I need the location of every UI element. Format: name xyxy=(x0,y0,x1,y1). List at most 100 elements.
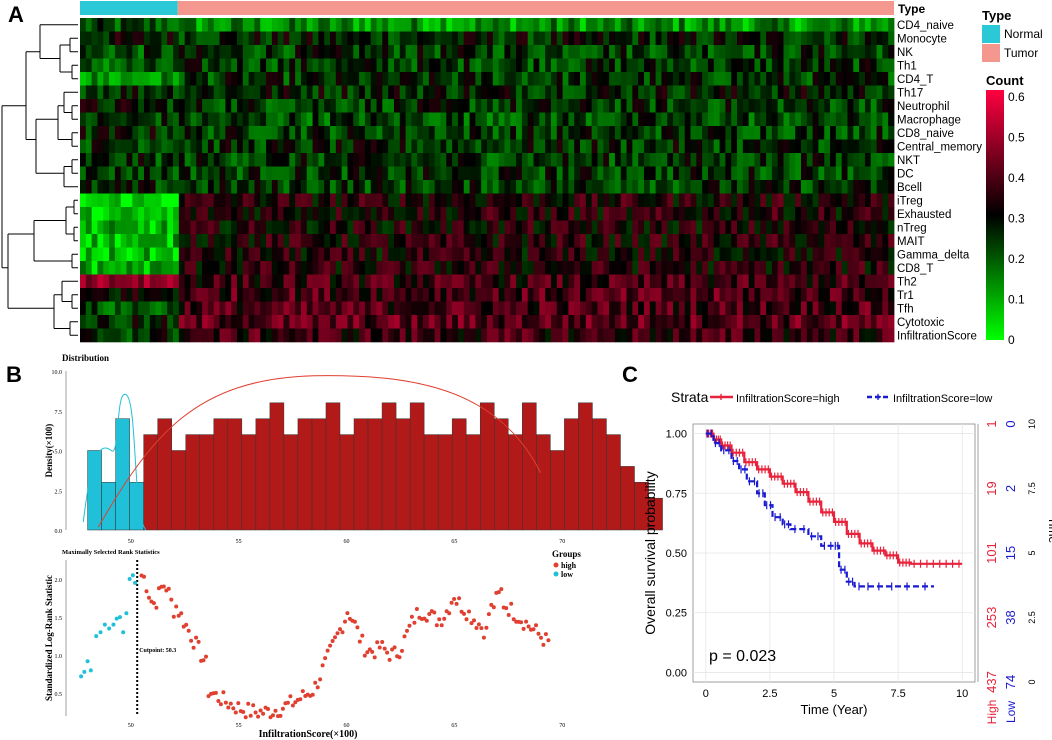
heatmap-cell xyxy=(545,85,552,100)
heatmap-cell xyxy=(80,301,87,316)
heatmap-cell xyxy=(254,261,261,275)
heatmap-cell xyxy=(231,207,238,221)
heatmap-cell xyxy=(806,153,813,167)
heatmap-cell xyxy=(132,220,139,235)
heatmap-cell xyxy=(219,315,226,329)
heatmap-cell xyxy=(300,112,308,127)
heatmap-cell xyxy=(446,288,453,302)
heatmap-cell xyxy=(103,274,110,289)
heatmap-cell xyxy=(859,99,866,113)
heatmap-cell xyxy=(830,247,837,262)
heatmap-cell xyxy=(737,301,744,316)
heatmap-cell xyxy=(510,31,517,46)
heatmap-cell xyxy=(847,85,854,100)
heatmap-cell xyxy=(80,288,87,302)
heatmap-cell xyxy=(184,126,191,140)
heatmap-cell xyxy=(719,45,726,59)
heatmap-cell xyxy=(847,328,854,343)
heatmap-cell xyxy=(260,126,267,140)
heatmap-cell xyxy=(481,31,488,46)
heatmap-cell xyxy=(213,99,220,113)
heatmap-cell xyxy=(725,166,732,181)
heatmap-cell xyxy=(864,315,872,329)
high-histogram-bar xyxy=(339,434,355,531)
heatmap-cell xyxy=(643,247,651,262)
heatmap-cell xyxy=(242,193,250,208)
legend-normal-swatch xyxy=(982,25,1000,43)
heatmap-cell xyxy=(638,261,645,275)
heatmap-cell xyxy=(161,72,168,86)
heatmap-cell xyxy=(126,301,133,316)
heatmap-cell xyxy=(748,85,755,100)
heatmap-cell xyxy=(847,58,854,73)
high-point xyxy=(541,642,546,647)
heatmap-cell xyxy=(818,45,825,59)
annotation-title: Type xyxy=(898,2,925,16)
heatmap-cell xyxy=(864,328,872,343)
heatmap-cell xyxy=(830,85,837,100)
heatmap-cell xyxy=(225,99,232,113)
heatmap-cell xyxy=(277,288,284,302)
heatmap-cell xyxy=(498,85,505,100)
heatmap-cell xyxy=(126,261,133,275)
heatmap-cell xyxy=(742,193,750,208)
heatmap-cell xyxy=(661,31,668,46)
heatmap-cell xyxy=(97,261,104,275)
heatmap-cell xyxy=(184,207,191,221)
heatmap-cell xyxy=(254,99,261,113)
heatmap-cell xyxy=(109,85,116,100)
heatmap-cell xyxy=(830,153,837,167)
heatmap-cell xyxy=(347,58,354,73)
heatmap-cell xyxy=(847,166,854,181)
heatmap-cell xyxy=(80,234,87,248)
heatmap-cell xyxy=(242,274,250,289)
heatmap-cell xyxy=(533,234,540,248)
heatmap-cell xyxy=(626,58,633,73)
heatmap-cell xyxy=(300,126,308,140)
distribution-x-tick: 65 xyxy=(451,539,457,545)
heatmap-cell xyxy=(202,234,209,248)
heatmap-cell xyxy=(690,139,697,154)
heatmap-cell xyxy=(853,274,860,289)
heatmap-cell xyxy=(853,261,860,275)
heatmap-cell xyxy=(335,193,343,208)
heatmap-cell xyxy=(696,153,703,167)
risk-time-tick: 10 xyxy=(1027,419,1037,429)
heatmap-cell xyxy=(777,274,784,289)
heatmap-cell xyxy=(719,166,726,181)
heatmap-cell xyxy=(655,72,662,86)
heatmap-cell xyxy=(231,45,238,59)
heatmap-cell xyxy=(707,180,715,194)
heatmap-cell xyxy=(254,288,261,302)
heatmap-cell xyxy=(463,166,470,181)
heatmap-cell xyxy=(707,328,715,343)
heatmap-cell xyxy=(574,288,581,302)
heatmap-cell xyxy=(835,18,843,32)
heatmap-cell xyxy=(155,261,162,275)
heatmap-row-label: MAIT xyxy=(897,236,924,248)
heatmap-cell xyxy=(132,301,139,316)
km-x-tick: 10 xyxy=(956,688,968,700)
heatmap-cell xyxy=(806,315,813,329)
heatmap-cell xyxy=(196,99,203,113)
heatmap-cell xyxy=(853,85,860,100)
heatmap-cell xyxy=(504,85,511,100)
heatmap-cell xyxy=(707,31,715,46)
heatmap-cell xyxy=(591,166,598,181)
heatmap-cell xyxy=(393,153,401,167)
heatmap-cell xyxy=(643,18,651,32)
heatmap-cell xyxy=(835,31,843,46)
heatmap-cell xyxy=(341,153,348,167)
heatmap-cell xyxy=(434,288,441,302)
heatmap-cell xyxy=(364,153,372,167)
heatmap-cell xyxy=(155,139,162,154)
heatmap-cell xyxy=(266,247,273,262)
heatmap-cell xyxy=(556,112,563,127)
heatmap-cell xyxy=(818,99,825,113)
heatmap-cell xyxy=(556,72,563,86)
heatmap-cell xyxy=(830,234,837,248)
heatmap-cell xyxy=(713,328,720,343)
heatmap-cell xyxy=(132,45,139,59)
heatmap-cell xyxy=(684,261,691,275)
heatmap-cell xyxy=(707,45,715,59)
